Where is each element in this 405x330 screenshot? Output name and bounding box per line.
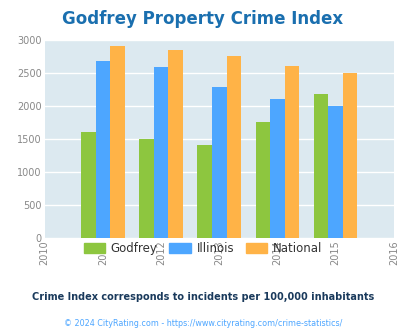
Bar: [284, 66, 298, 238]
Bar: [211, 87, 226, 238]
Text: © 2024 CityRating.com - https://www.cityrating.com/crime-statistics/: © 2024 CityRating.com - https://www.city…: [64, 319, 341, 328]
Text: Crime Index corresponds to incidents per 100,000 inhabitants: Crime Index corresponds to incidents per…: [32, 292, 373, 302]
Bar: [95, 61, 110, 238]
Bar: [197, 145, 211, 238]
Bar: [226, 56, 241, 238]
Bar: [342, 73, 356, 238]
Bar: [110, 46, 124, 238]
Bar: [81, 132, 95, 238]
Bar: [255, 122, 269, 238]
Legend: Godfrey, Illinois, National: Godfrey, Illinois, National: [79, 237, 326, 260]
Text: Godfrey Property Crime Index: Godfrey Property Crime Index: [62, 10, 343, 28]
Bar: [269, 99, 284, 238]
Bar: [153, 67, 168, 238]
Bar: [139, 139, 153, 238]
Bar: [168, 50, 182, 238]
Bar: [328, 106, 342, 238]
Bar: [313, 94, 328, 238]
